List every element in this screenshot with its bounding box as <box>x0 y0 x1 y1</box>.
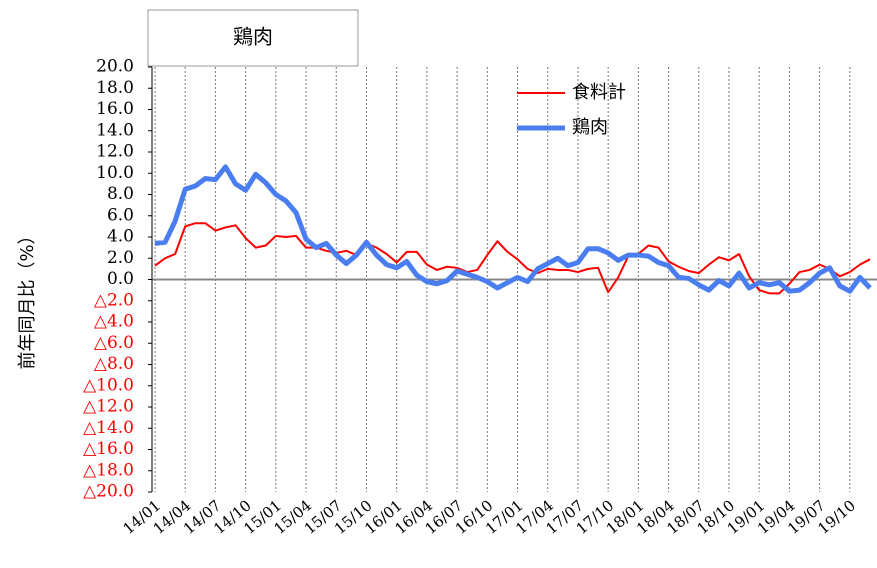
legend-label: 食料計 <box>572 82 626 103</box>
series-line <box>154 164 872 294</box>
y-tick-label: 0.0 <box>107 269 134 289</box>
y-tick-label: 8.0 <box>107 184 134 204</box>
y-tick-label: △10.0 <box>83 375 134 395</box>
series-line <box>154 222 871 295</box>
y-tick-label: △4.0 <box>94 312 134 332</box>
y-tick-label: 2.0 <box>107 248 134 268</box>
y-tick-label: 16.0 <box>96 99 134 119</box>
y-tick-label: △14.0 <box>83 418 134 438</box>
y-tick-label: 4.0 <box>107 227 134 247</box>
y-axis-label: 前年同月比（%） <box>17 226 38 369</box>
y-tick-label: △8.0 <box>94 354 134 374</box>
y-tick-label: 10.0 <box>96 163 134 183</box>
y-tick-label: △6.0 <box>94 333 134 353</box>
chart-title: 鶏肉 <box>233 25 273 49</box>
legend-label: 鶏肉 <box>572 117 608 138</box>
y-tick-label: △20.0 <box>83 482 134 502</box>
y-tick-label: △16.0 <box>83 439 134 459</box>
y-tick-label: 14.0 <box>96 120 134 140</box>
y-tick-label: △2.0 <box>94 290 134 310</box>
y-tick-label: 18.0 <box>96 78 134 98</box>
y-tick-label: △18.0 <box>83 460 134 480</box>
y-tick-label: 12.0 <box>96 142 134 162</box>
y-tick-label: △12.0 <box>83 397 134 417</box>
title-box <box>147 9 359 67</box>
y-tick-label: 20.0 <box>96 57 134 77</box>
y-tick-label: 6.0 <box>107 205 134 225</box>
